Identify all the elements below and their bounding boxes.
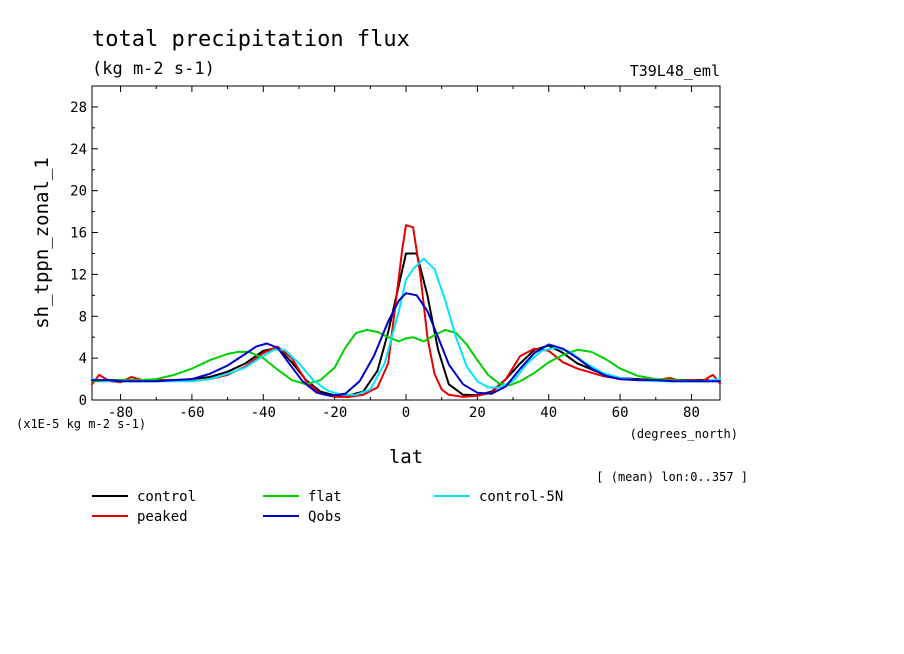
- x-tick-label: 0: [402, 405, 410, 421]
- legend-label: peaked: [137, 509, 188, 525]
- y-axis-label: sh_tppn_zonal_1: [31, 157, 53, 329]
- x-axis-label: lat: [389, 446, 423, 468]
- y-scale-note: (x1E-5 kg m-2 s-1): [16, 417, 146, 431]
- x-tick-label: -60: [179, 405, 204, 421]
- plot-area: -80 -60 -40 -20 0 20 40 60 80 0 4 8 12 16 20 24 28: [70, 85, 721, 421]
- legend-label: control-5N: [479, 489, 563, 505]
- y-tick-label: 28: [70, 100, 87, 116]
- legend-label: flat: [308, 489, 342, 505]
- legend-label: Qobs: [308, 509, 342, 525]
- mean-note: [ (mean) lon:0..357 ]: [596, 470, 748, 484]
- legend-label: control: [137, 489, 196, 505]
- y-tick-label: 12: [70, 267, 87, 283]
- x-tick-label: 40: [540, 405, 557, 421]
- x-tick-label: 60: [612, 405, 629, 421]
- y-tick-label: 4: [79, 351, 87, 367]
- y-tick-label: 0: [79, 393, 87, 409]
- run-label: T39L48_eml: [630, 62, 720, 80]
- y-tick-label: 20: [70, 184, 87, 200]
- series-lines: [91, 224, 721, 398]
- y-tick-label: 8: [79, 309, 87, 325]
- y-axis-ticks: 0 4 8 12 16 20 24 28: [70, 100, 720, 409]
- series-line-flat: [91, 328, 721, 387]
- x-tick-label: -40: [251, 405, 276, 421]
- x-units-note: (degrees_north): [630, 427, 738, 441]
- series-line-control-5n: [91, 257, 721, 396]
- series-line-qobs: [91, 292, 721, 397]
- x-tick-label: 80: [683, 405, 700, 421]
- x-tick-label: -80: [108, 405, 133, 421]
- y-tick-label: 24: [70, 142, 87, 158]
- x-tick-label: -20: [322, 405, 347, 421]
- x-tick-label: 20: [469, 405, 486, 421]
- legend: control flat control-5N peaked Qobs: [92, 489, 563, 525]
- chart-title: total precipitation flux: [92, 27, 410, 52]
- x-axis-ticks: -80 -60 -40 -20 0 20 40 60 80: [108, 86, 700, 421]
- units-label: (kg m-2 s-1): [92, 59, 215, 79]
- y-tick-label: 16: [70, 226, 87, 242]
